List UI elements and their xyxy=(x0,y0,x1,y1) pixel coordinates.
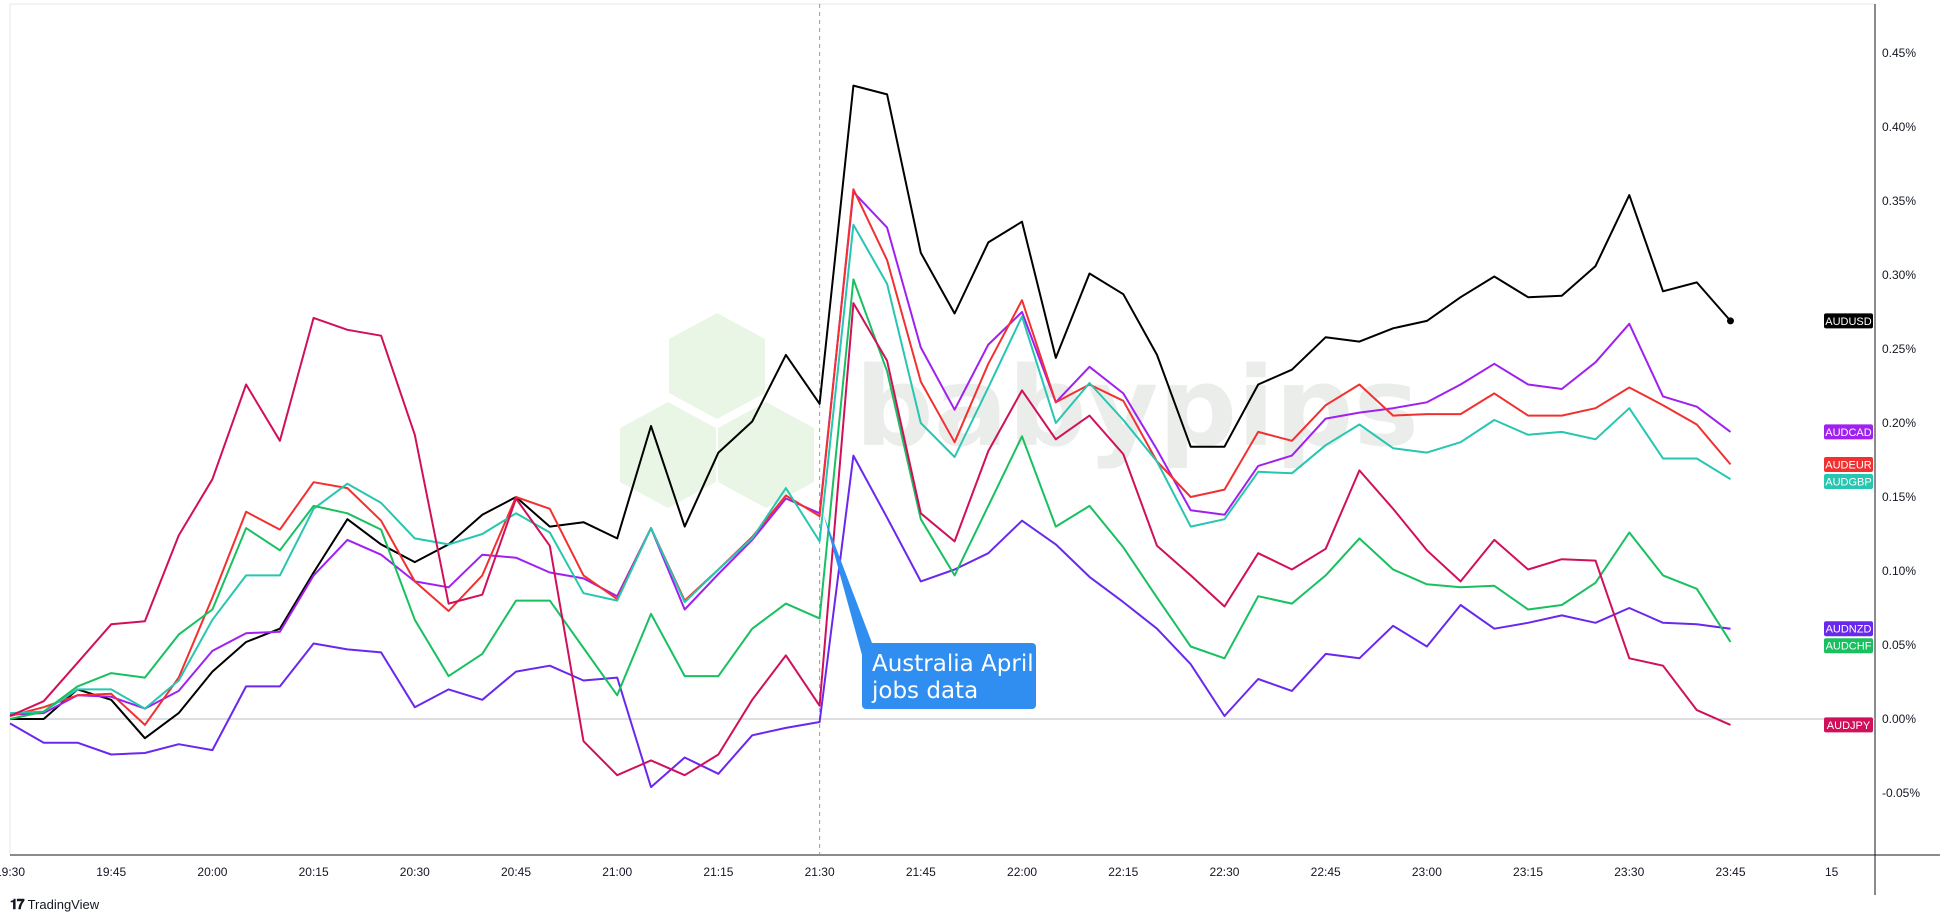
x-tick-label: 20:30 xyxy=(400,865,430,879)
y-tick-label: 0.40% xyxy=(1882,120,1916,134)
y-tick-label: 0.15% xyxy=(1882,490,1916,504)
series-line-audnzd xyxy=(9,454,1731,789)
annotation-box[interactable] xyxy=(862,643,1036,709)
symbol-tag-label: AUDJPY xyxy=(1827,720,1871,732)
y-tick-label: 0.20% xyxy=(1882,416,1916,430)
x-tick-label: 19:30 xyxy=(0,865,25,879)
series-line-audusd xyxy=(10,84,1732,740)
x-tick-label: 22:45 xyxy=(1311,865,1341,879)
x-tick-label: 21:30 xyxy=(805,865,835,879)
symbol-tag-audjpy xyxy=(1824,717,1873,733)
x-tick-label: 20:00 xyxy=(197,865,227,879)
x-tick-label: 21:15 xyxy=(703,865,733,879)
chart-background xyxy=(0,0,1940,895)
series-line-audchf xyxy=(9,278,1732,720)
symbol-tag-audusd xyxy=(1824,313,1873,329)
symbol-tag-audnzd xyxy=(1824,621,1873,637)
x-tick-label: 23:00 xyxy=(1412,865,1442,879)
series-lines xyxy=(9,84,1734,789)
series-line-audjpy xyxy=(9,302,1731,777)
series-end-marker-audusd xyxy=(1726,317,1734,325)
footer: 𝟏𝟕 TradingView xyxy=(10,896,99,913)
symbol-tag-label: AUDUSD xyxy=(1825,316,1872,328)
y-tick-label: 0.05% xyxy=(1882,638,1916,652)
x-tick-label: 22:15 xyxy=(1108,865,1138,879)
y-axis-labels: -0.05% 0.00% 0.05% 0.10% 0.15% 0.20% 0.25% 0.30… xyxy=(1882,46,1920,800)
annotation-pointer xyxy=(823,515,872,655)
x-tick-label: 20:45 xyxy=(501,865,531,879)
annotation-text-line2: jobs data xyxy=(871,678,978,704)
y-tick-label: 0.10% xyxy=(1882,564,1916,578)
x-tick-label: 20:15 xyxy=(299,865,329,879)
symbol-tag-label: AUDCAD xyxy=(1825,427,1872,439)
symbol-tag-audeur xyxy=(1824,456,1873,472)
y-tick-label: -0.05% xyxy=(1882,786,1920,800)
series-line-audcad xyxy=(9,191,1732,716)
y-tick-label: 0.25% xyxy=(1882,342,1916,356)
series-line-audgbp xyxy=(9,223,1732,715)
symbol-tag-audgbp xyxy=(1824,473,1873,489)
babypips-cube-logo-icon xyxy=(620,313,814,508)
x-tick-label: 15 xyxy=(1825,865,1839,879)
y-tick-label: 0.35% xyxy=(1882,194,1916,208)
series-line-audeur xyxy=(9,188,1732,726)
x-tick-label: 23:45 xyxy=(1715,865,1745,879)
watermark-text: babypips xyxy=(855,343,1419,471)
x-tick-label: 23:30 xyxy=(1614,865,1644,879)
babypips-watermark: babypips xyxy=(620,313,1419,508)
x-tick-label: 23:15 xyxy=(1513,865,1543,879)
symbol-tag-label: AUDCHF xyxy=(1826,641,1872,653)
symbol-tag-label: AUDNZD xyxy=(1826,624,1872,636)
y-tick-label: 0.30% xyxy=(1882,268,1916,282)
symbol-tag-audchf xyxy=(1824,638,1873,654)
symbol-tag-label: AUDEUR xyxy=(1825,459,1872,471)
x-tick-label: 19:45 xyxy=(96,865,126,879)
symbol-labels: AUDUSD AUDCAD AUDEUR AUDGBP AUDNZD AUDCHF AUDJ… xyxy=(1824,313,1873,733)
symbol-tag-audcad xyxy=(1824,424,1873,440)
x-tick-label: 22:00 xyxy=(1007,865,1037,879)
annotation-text-line1: Australia April xyxy=(872,651,1034,677)
y-tick-label: 0.45% xyxy=(1882,46,1916,60)
brand-label: TradingView xyxy=(27,897,100,912)
tradingview-logo-icon: 𝟏𝟕 xyxy=(10,896,25,912)
y-tick-label: 0.00% xyxy=(1882,712,1916,726)
x-tick-label: 22:30 xyxy=(1209,865,1239,879)
x-tick-label: 21:45 xyxy=(906,865,936,879)
axes xyxy=(9,3,1940,895)
symbol-tag-label: AUDGBP xyxy=(1825,476,1871,488)
x-axis-labels: 19:30 19:45 20:00 20:15 20:30 20:45 21:00 21:15… xyxy=(0,865,1839,879)
x-tick-label: 21:00 xyxy=(602,865,632,879)
